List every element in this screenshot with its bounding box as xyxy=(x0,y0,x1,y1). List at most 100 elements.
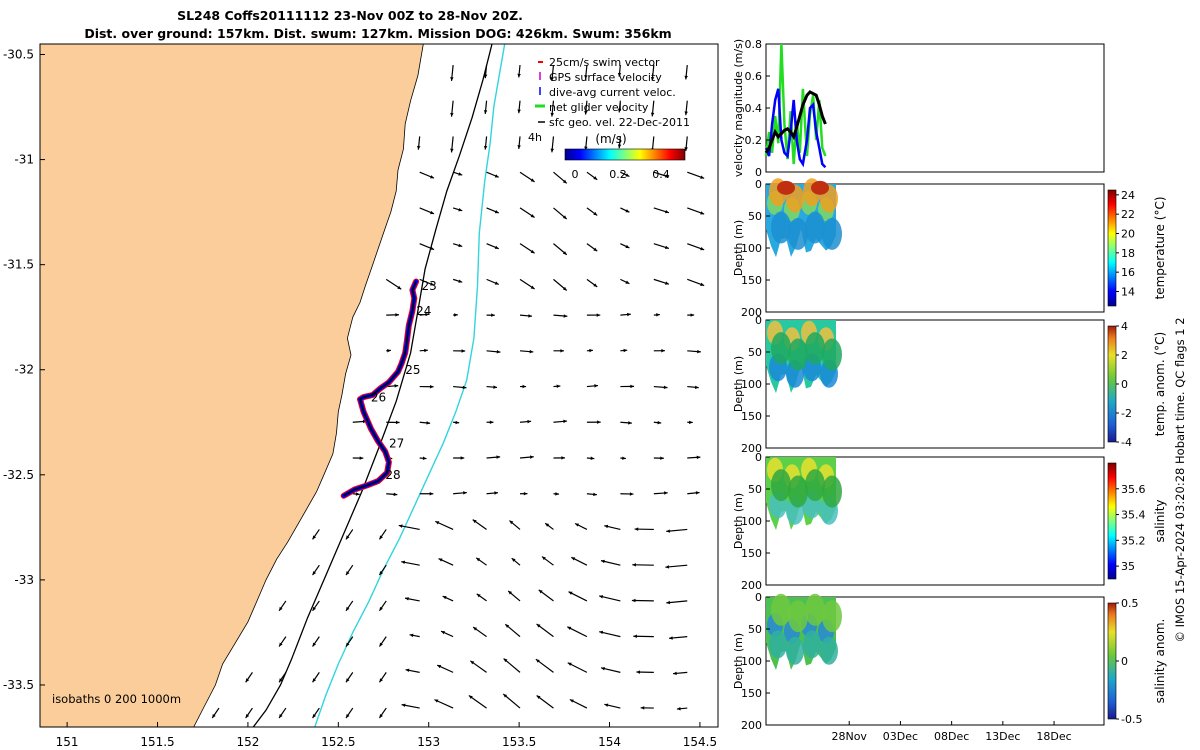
land-area xyxy=(40,44,424,727)
velocity-arrow-head xyxy=(379,678,383,683)
velocity-arrow-head xyxy=(462,385,467,390)
colorbar-tick: 35.4 xyxy=(1121,509,1146,522)
velocity-arrow-head xyxy=(550,77,554,81)
map-y-tick: -32.5 xyxy=(3,468,34,482)
section-blob xyxy=(788,600,808,633)
velocity-arrow-head xyxy=(700,282,705,286)
copyright-note: © IMOS 15-Apr-2024 03:20:28 Hobart time.… xyxy=(1173,317,1187,642)
section-blob xyxy=(805,332,825,365)
velocity-arrow-head xyxy=(631,598,636,603)
depth-tick: 50 xyxy=(748,346,762,359)
velocity-arrow-head xyxy=(636,670,641,674)
depth-tick: 0 xyxy=(755,314,762,327)
colorbar-tick: 16 xyxy=(1121,266,1135,279)
velocity-arrow-head xyxy=(401,560,406,565)
velocity-arrow-head xyxy=(379,714,383,718)
velocity-arrow-head xyxy=(556,384,561,389)
section-blob xyxy=(805,211,825,244)
velocity-arrow-head xyxy=(625,244,630,248)
velocity-arrow-head xyxy=(312,535,317,540)
velocity-arrow-head xyxy=(634,527,639,531)
velocity-arrow-head xyxy=(493,385,498,389)
velocity-arrow-head xyxy=(689,420,693,425)
colorbar-tick: 0 xyxy=(1121,655,1128,668)
map-y-tick: -32 xyxy=(14,363,34,377)
velocity-arrow-head xyxy=(529,455,534,459)
colorbar-tick: -4 xyxy=(1121,436,1132,449)
velocity-arrow-head xyxy=(632,563,636,567)
velocity-arrow-head xyxy=(523,491,528,496)
velocity-arrow-head xyxy=(567,662,572,666)
depth-tick: 150 xyxy=(741,687,762,700)
colorbar-sal_anom xyxy=(1107,602,1117,720)
velocity-arrow-head xyxy=(673,671,677,676)
section-blob xyxy=(803,630,821,659)
velocity-arrow-head xyxy=(664,245,669,250)
colorbar-tick: 18 xyxy=(1121,247,1135,260)
depth-tick: 100 xyxy=(741,242,762,255)
velocity-arrow-head xyxy=(562,179,567,184)
velocity-arrow-head xyxy=(568,591,573,595)
colorbar-label: salinity xyxy=(1153,499,1167,542)
date-tick: 18Dec xyxy=(1036,730,1071,743)
depth-tick: 200 xyxy=(741,579,762,592)
map-y-tick: -33 xyxy=(14,573,34,587)
warm-core xyxy=(811,180,829,195)
velocity-arrow-head xyxy=(666,529,671,533)
velocity-arrow-head xyxy=(379,606,383,611)
velocity-arrow-head xyxy=(379,535,383,540)
velocity-arrow-head xyxy=(476,557,481,562)
velocity-arrow-head xyxy=(561,456,565,460)
scale-arrow-label: 4h xyxy=(528,131,542,144)
velocity-arrow-head xyxy=(623,348,628,353)
velocity-arrow-head xyxy=(430,282,435,286)
velocity-arrow-head xyxy=(483,145,488,150)
section-blob xyxy=(771,211,791,244)
velocity-arrow-head xyxy=(575,523,580,527)
section-blob xyxy=(771,332,791,365)
velocity-arrow-head xyxy=(346,535,350,540)
velocity-arrow-head xyxy=(472,519,477,524)
figure-title-line1: SL248 Coffs20111112 23-Nov 00Z to 28-Nov… xyxy=(177,8,523,23)
velocity-arrow xyxy=(665,564,688,568)
track-day-label: 28 xyxy=(385,468,400,482)
isobath-200m xyxy=(314,44,506,727)
velocity-arrow-head xyxy=(430,246,435,250)
depth-tick: 50 xyxy=(748,623,762,636)
velocity-arrow-head xyxy=(409,633,414,638)
velocity-arrow-head xyxy=(538,589,543,594)
velocity-arrow-head xyxy=(460,456,465,460)
velocity-arrow-head xyxy=(669,636,673,640)
velocity-arrow-head xyxy=(425,312,430,317)
velocity-arrow-head xyxy=(355,492,360,496)
velocity-arrow-head xyxy=(596,313,601,317)
velocity-arrow-head xyxy=(594,384,598,388)
velocity-arrow-head xyxy=(511,558,516,562)
velocity-arrow-head xyxy=(657,420,662,425)
track-day-label: 27 xyxy=(389,436,404,450)
map-x-tick: 153 xyxy=(417,735,440,749)
colorbar-tick: 2 xyxy=(1121,349,1128,362)
colorbar-label: temperature (°C) xyxy=(1153,197,1167,300)
depth-ylabel: Depth (m) xyxy=(732,220,745,276)
velocity-arrow-head xyxy=(509,520,514,525)
velocity-arrow-head xyxy=(696,455,701,460)
geostrophic-velocity-arrows xyxy=(211,64,705,719)
velocity-arrow-head xyxy=(245,714,250,718)
velocity-arrow-head xyxy=(560,349,564,353)
section-blob xyxy=(822,600,842,633)
colorbar-tick: 4 xyxy=(1121,320,1128,333)
velocity-arrow-head xyxy=(684,147,688,151)
velocity-arrow-head xyxy=(454,313,458,317)
velocity-y-tick: 0 xyxy=(755,166,762,179)
figure-title-line2: Dist. over ground: 157km. Dist. swum: 12… xyxy=(84,26,671,41)
track-day-label: 25 xyxy=(405,363,420,377)
velocity-arrow-head xyxy=(458,172,463,176)
velocity-arrow-head xyxy=(684,75,688,80)
velocity-series xyxy=(764,90,827,154)
section-blob xyxy=(786,636,804,665)
velocity-arrow-head xyxy=(517,145,521,149)
section-blob xyxy=(820,636,838,665)
velocity-arrow-head xyxy=(455,420,460,425)
velocity-arrow-head xyxy=(628,421,632,425)
